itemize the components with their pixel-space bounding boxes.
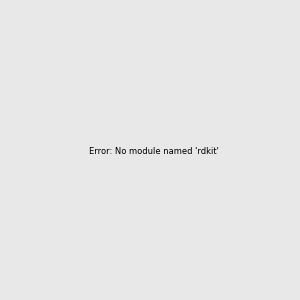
- Text: Error: No module named 'rdkit': Error: No module named 'rdkit': [89, 147, 219, 156]
